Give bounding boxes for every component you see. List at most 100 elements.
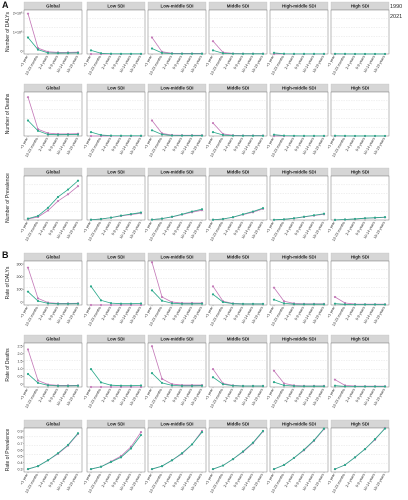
point-2021: [322, 303, 326, 306]
panel-frame: [330, 427, 390, 473]
point-2021: [241, 213, 245, 216]
point-2021: [231, 457, 235, 461]
x-tick-label: 2-4 years: [101, 306, 112, 321]
point-2021: [66, 384, 70, 387]
x-tick-label: 5-9 years: [294, 221, 305, 236]
series-line-1990: [151, 346, 202, 386]
point-2021: [26, 372, 30, 376]
point-2021: [129, 52, 133, 55]
point-2021: [36, 129, 40, 132]
series-line-2021: [212, 430, 264, 470]
point-2021: [322, 212, 326, 215]
point-2021: [200, 384, 204, 387]
panel-title: Low-middle SDI: [161, 86, 194, 91]
point-2021: [272, 218, 276, 221]
panel-title: Global: [46, 422, 60, 427]
x-tick-label: <1 year: [143, 472, 153, 485]
point-1990: [76, 185, 80, 188]
point-1990: [333, 295, 337, 299]
point-2021: [76, 432, 80, 435]
section-label-a: A: [2, 0, 9, 10]
series-line-2021: [334, 303, 385, 305]
point-2021: [139, 134, 143, 137]
point-2021: [56, 51, 60, 55]
point-1990: [160, 377, 164, 380]
y-axis-label: Number of DALYs: [5, 12, 11, 52]
point-2021: [119, 302, 123, 305]
point-2021: [150, 372, 154, 375]
series-line-1990: [27, 349, 78, 386]
point-2021: [180, 213, 184, 216]
point-2021: [46, 206, 50, 209]
panel-title: Low SDI: [107, 170, 124, 175]
point-2021: [160, 133, 164, 136]
point-2021: [160, 217, 164, 220]
point-2021: [36, 299, 40, 303]
series-line-2021: [334, 428, 386, 470]
point-2021: [383, 427, 387, 430]
point-2021: [343, 134, 347, 137]
point-1990: [150, 119, 154, 122]
panel-frame: [23, 427, 83, 473]
point-2021: [170, 215, 174, 218]
point-2021: [26, 217, 30, 220]
point-1990: [99, 385, 103, 389]
point-2021: [129, 302, 133, 305]
point-2021: [353, 52, 357, 56]
panel-title: High-middle SDI: [282, 422, 316, 427]
y-tick-label: 0.4: [18, 461, 23, 465]
point-1990: [211, 40, 215, 43]
series-line-2021: [212, 131, 263, 137]
point-2021: [160, 51, 164, 55]
point-2021: [109, 460, 113, 464]
panel-frame: [147, 260, 207, 306]
point-1990: [89, 385, 93, 389]
point-2021: [150, 47, 154, 50]
point-1990: [160, 295, 164, 299]
panel-frame: [86, 342, 146, 388]
panel-title: Middle SDI: [227, 337, 249, 342]
point-2021: [241, 450, 245, 453]
point-2021: [26, 467, 30, 471]
point-2021: [56, 195, 60, 199]
x-tick-label: 5-9 years: [111, 388, 122, 403]
point-2021: [160, 299, 164, 302]
panel-frame: [208, 91, 268, 137]
panel-frame: [147, 9, 207, 55]
panel-title: High SDI: [351, 4, 369, 9]
point-2021: [312, 52, 316, 55]
y-tick-label: 2.5: [18, 344, 23, 348]
point-2021: [312, 385, 316, 388]
panel-frame: [208, 175, 268, 221]
point-2021: [333, 52, 337, 55]
point-2021: [333, 218, 337, 221]
x-tick-label: <1 year: [19, 220, 29, 233]
point-2021: [150, 129, 154, 132]
panel-frame: [269, 260, 329, 306]
x-tick-label: 2-4 years: [162, 221, 173, 236]
x-tick-label: <1 year: [326, 305, 336, 318]
point-2021: [292, 217, 296, 220]
series-line-2021: [212, 207, 264, 221]
point-2021: [312, 214, 316, 217]
x-tick-label: 2-4 years: [345, 221, 356, 236]
x-tick-label: 2-4 years: [284, 221, 295, 236]
point-2021: [190, 210, 194, 213]
point-1990: [150, 345, 154, 348]
series-line-2021: [273, 134, 324, 137]
y-tick-label: 1.0: [18, 367, 23, 371]
point-2021: [190, 384, 194, 387]
point-1990: [150, 261, 154, 264]
x-tick-label: 5-9 years: [48, 306, 59, 321]
point-2021: [373, 438, 377, 441]
x-tick-label: 5-9 years: [48, 388, 59, 403]
panel-frame: [86, 9, 146, 55]
y-tick-label: 300: [17, 262, 23, 266]
point-2021: [383, 216, 387, 219]
point-2021: [36, 381, 40, 385]
point-2021: [119, 456, 123, 459]
panel-title: Middle SDI: [227, 255, 249, 260]
x-tick-label: 5-9 years: [355, 137, 366, 152]
x-tick-label: 2-4 years: [38, 221, 49, 236]
panel-title: Low-middle SDI: [161, 255, 194, 260]
